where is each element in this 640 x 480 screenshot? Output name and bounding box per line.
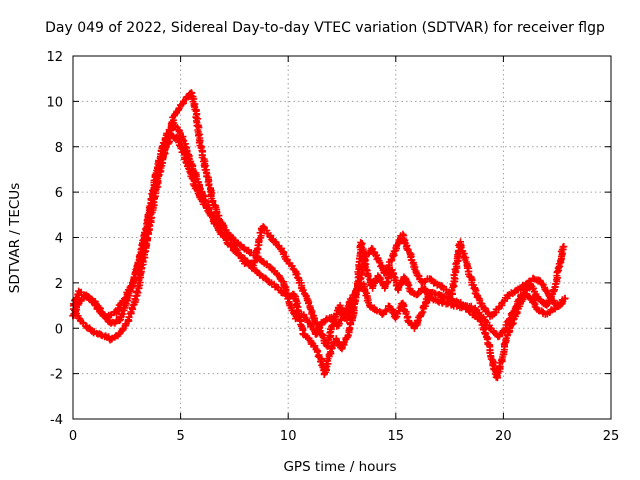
- data-point: [164, 130, 172, 138]
- data-point: [561, 294, 569, 302]
- data-point: [550, 297, 558, 304]
- y-tick-label: -2: [50, 368, 63, 383]
- y-tick-label: 6: [55, 186, 63, 201]
- y-tick-label: 12: [46, 50, 63, 65]
- data-point: [271, 238, 279, 245]
- data-point: [418, 309, 426, 317]
- data-point: [200, 191, 208, 199]
- x-tick-label: 10: [280, 429, 297, 444]
- x-axis-title: GPS time / hours: [283, 459, 396, 475]
- data-point: [504, 292, 512, 300]
- data-point: [123, 296, 130, 303]
- data-point: [530, 299, 538, 307]
- y-tick-label: 4: [55, 232, 63, 247]
- axis-ticks: 0 5 10 15 20 25 -4 -2 0 2 4 6 8 10 12: [46, 50, 619, 444]
- y-tick-label: 0: [55, 322, 63, 337]
- x-tick-label: 15: [388, 429, 405, 444]
- data-point: [424, 293, 432, 301]
- y-tick-label: -4: [50, 413, 63, 428]
- x-tick-label: 5: [176, 429, 184, 444]
- y-tick-label: 10: [46, 95, 63, 110]
- grid-lines: [73, 56, 611, 419]
- data-point: [293, 302, 301, 310]
- data-point: [494, 369, 502, 377]
- data-point: [372, 306, 380, 314]
- y-tick-label: 8: [55, 141, 63, 156]
- data-point: [340, 339, 348, 347]
- data-point: [346, 308, 354, 316]
- chart-title: Day 049 of 2022, Sidereal Day-to-day VTE…: [45, 20, 605, 36]
- data-point: [125, 313, 133, 321]
- x-tick-label: 20: [495, 429, 512, 444]
- plot-frame: [72, 55, 612, 420]
- data-point: [515, 296, 523, 304]
- data-point: [457, 244, 465, 252]
- x-tick-label: 0: [69, 429, 77, 444]
- series-track-3: [69, 119, 569, 350]
- data-marks: [69, 89, 569, 382]
- y-axis-title: SDTVAR / TECUs: [7, 183, 23, 293]
- x-tick-label: 25: [603, 429, 620, 444]
- data-point: [116, 317, 124, 325]
- data-point: [530, 284, 537, 292]
- data-point: [264, 278, 272, 285]
- data-point: [559, 243, 567, 251]
- data-point: [391, 314, 399, 322]
- data-point: [140, 236, 148, 243]
- data-point: [448, 287, 456, 295]
- y-tick-label: 2: [55, 277, 63, 292]
- data-point: [346, 324, 354, 332]
